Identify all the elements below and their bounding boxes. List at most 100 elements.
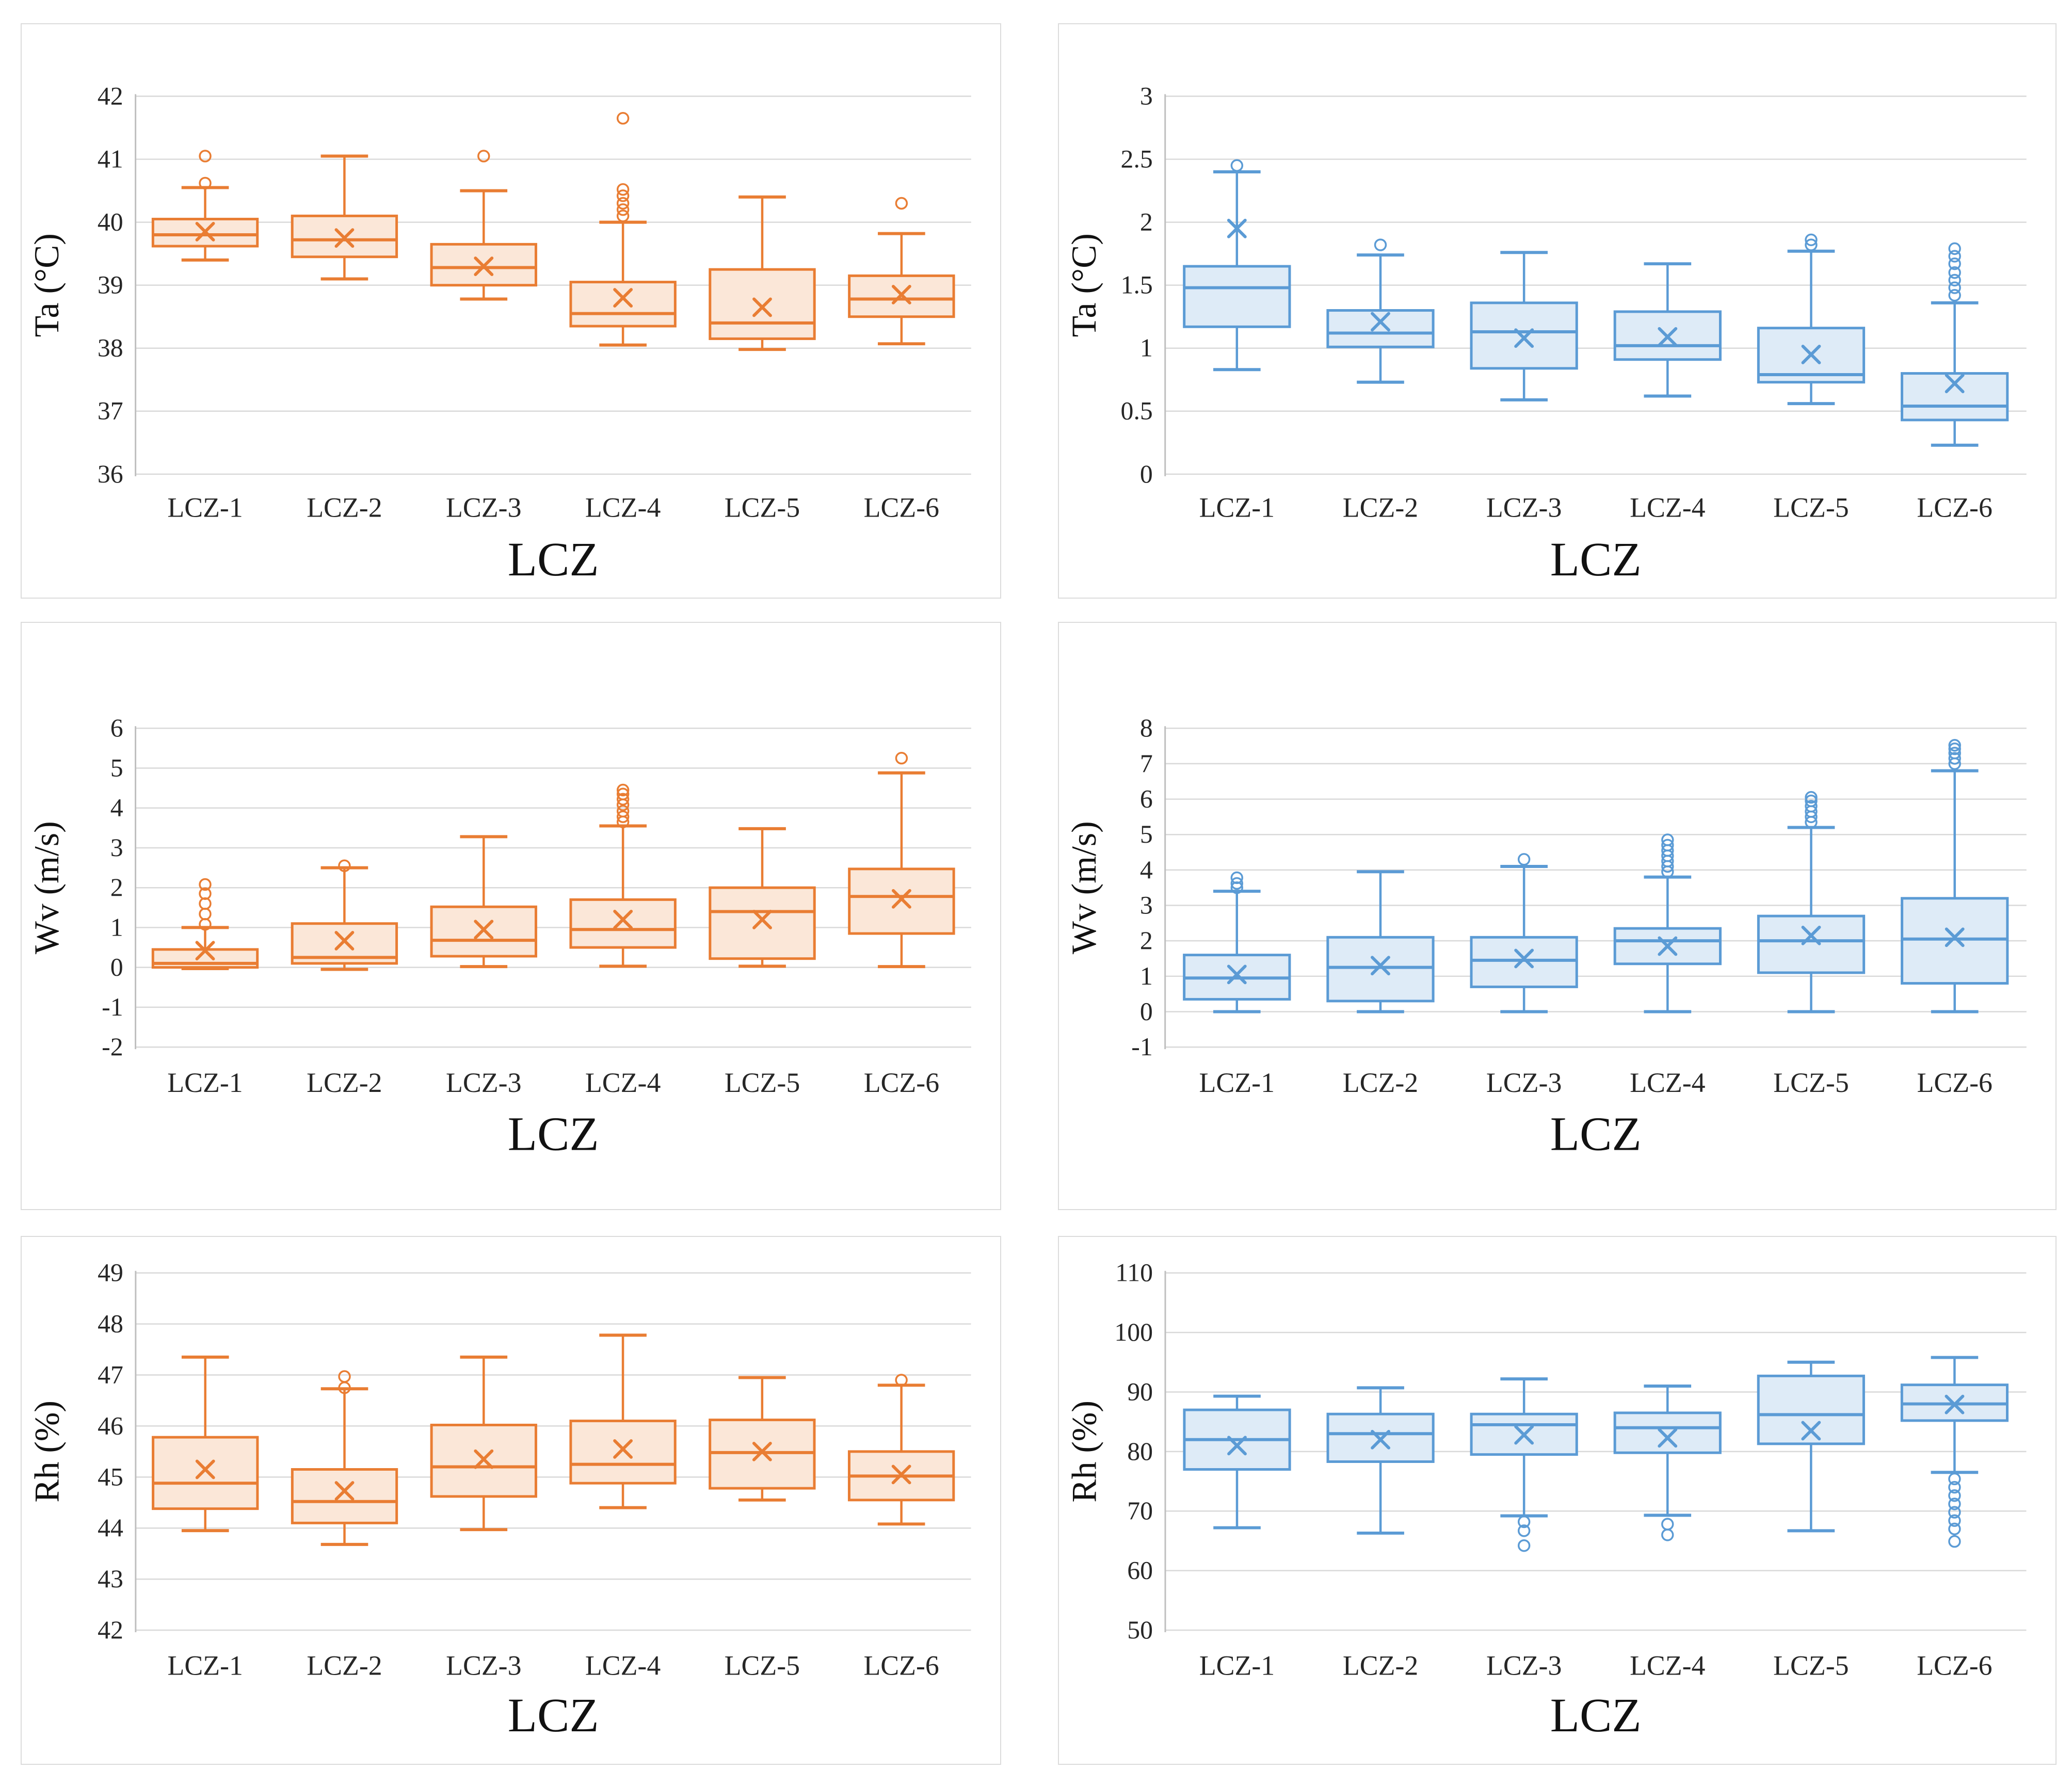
svg-text:7: 7 xyxy=(1140,749,1153,778)
svg-text:LCZ-6: LCZ-6 xyxy=(863,1650,939,1681)
svg-text:LCZ-2: LCZ-2 xyxy=(307,1067,382,1098)
svg-text:1.5: 1.5 xyxy=(1121,271,1153,299)
svg-text:50: 50 xyxy=(1127,1616,1153,1644)
svg-text:LCZ-4: LCZ-4 xyxy=(1630,492,1706,523)
svg-text:4: 4 xyxy=(1140,856,1153,884)
svg-text:LCZ-4: LCZ-4 xyxy=(585,1067,661,1098)
svg-text:LCZ: LCZ xyxy=(1550,1107,1642,1161)
svg-text:LCZ-4: LCZ-4 xyxy=(1630,1650,1705,1681)
svg-text:LCZ-1: LCZ-1 xyxy=(1199,1650,1275,1681)
svg-text:Ta (°C): Ta (°C) xyxy=(27,233,66,337)
svg-text:LCZ-6: LCZ-6 xyxy=(1917,492,1992,523)
svg-text:LCZ-6: LCZ-6 xyxy=(1917,1650,1992,1681)
svg-text:Ta (°C): Ta (°C) xyxy=(1065,233,1103,337)
svg-text:37: 37 xyxy=(98,397,123,425)
svg-text:6: 6 xyxy=(110,714,123,742)
svg-text:LCZ: LCZ xyxy=(1550,1689,1642,1742)
chart-wv-blue: -1 0 1 2 3 4 5 6 7 8 LCZ-1 LCZ-2 LCZ-3 LCZ-4 LCZ-5 LCZ-… xyxy=(1058,622,2057,1210)
svg-text:LCZ-1: LCZ-1 xyxy=(167,1067,243,1098)
svg-text:3: 3 xyxy=(110,833,123,862)
svg-text:80: 80 xyxy=(1127,1437,1153,1466)
svg-text:42: 42 xyxy=(98,82,123,110)
svg-text:LCZ-6: LCZ-6 xyxy=(864,492,939,523)
boxplot-svg-rh-orange: 42 43 44 45 46 47 48 49 LCZ-1 LCZ-2 LCZ-3 LCZ-4 LCZ-… xyxy=(27,1259,971,1742)
svg-text:110: 110 xyxy=(1115,1259,1153,1287)
svg-text:LCZ-2: LCZ-2 xyxy=(1343,492,1418,523)
svg-text:LCZ-5: LCZ-5 xyxy=(725,1650,800,1681)
svg-text:LCZ-3: LCZ-3 xyxy=(1486,492,1562,523)
svg-text:48: 48 xyxy=(98,1310,123,1338)
svg-text:LCZ-3: LCZ-3 xyxy=(1486,1067,1562,1098)
svg-text:LCZ-3: LCZ-3 xyxy=(446,1650,521,1681)
svg-text:LCZ-6: LCZ-6 xyxy=(1917,1067,1992,1098)
svg-text:4: 4 xyxy=(110,794,123,822)
svg-text:38: 38 xyxy=(98,334,123,362)
svg-text:5: 5 xyxy=(110,753,123,782)
chart-ta-blue: 0 0.5 1 1.5 2 2.5 3 LCZ-1 LCZ-2 LCZ-3 LCZ-4 LCZ-5 LC… xyxy=(1058,23,2057,599)
svg-text:1: 1 xyxy=(1140,962,1153,990)
svg-text:1: 1 xyxy=(110,913,123,941)
svg-text:60: 60 xyxy=(1127,1556,1153,1585)
svg-text:LCZ-1: LCZ-1 xyxy=(167,492,243,523)
svg-text:Rh (%): Rh (%) xyxy=(27,1401,66,1502)
svg-text:6: 6 xyxy=(1140,785,1153,813)
svg-text:0.5: 0.5 xyxy=(1121,397,1153,425)
svg-text:LCZ-5: LCZ-5 xyxy=(725,1067,800,1098)
svg-text:-1: -1 xyxy=(102,993,123,1021)
svg-text:LCZ-5: LCZ-5 xyxy=(1773,1067,1849,1098)
svg-text:LCZ-4: LCZ-4 xyxy=(585,1650,661,1681)
svg-text:36: 36 xyxy=(98,460,123,488)
svg-text:LCZ-3: LCZ-3 xyxy=(1486,1650,1562,1681)
svg-text:LCZ-2: LCZ-2 xyxy=(307,1650,382,1681)
svg-text:46: 46 xyxy=(98,1411,123,1440)
svg-text:49: 49 xyxy=(98,1259,123,1287)
svg-text:1: 1 xyxy=(1140,334,1153,362)
svg-text:47: 47 xyxy=(98,1360,123,1389)
svg-text:LCZ: LCZ xyxy=(508,533,599,586)
svg-text:41: 41 xyxy=(98,145,123,173)
boxplot-svg-ta-blue: 0 0.5 1 1.5 2 2.5 3 LCZ-1 LCZ-2 LCZ-3 LCZ-4 LCZ-5 LC… xyxy=(1065,82,2027,586)
svg-text:Rh (%): Rh (%) xyxy=(1065,1401,1104,1502)
svg-text:0: 0 xyxy=(1140,460,1153,488)
svg-text:39: 39 xyxy=(98,271,123,299)
svg-text:LCZ-4: LCZ-4 xyxy=(1630,1067,1706,1098)
svg-text:LCZ: LCZ xyxy=(508,1689,599,1742)
svg-text:2.5: 2.5 xyxy=(1121,145,1153,173)
svg-text:43: 43 xyxy=(98,1565,123,1593)
svg-text:45: 45 xyxy=(98,1462,123,1491)
boxplot-svg-wv-orange: -2 -1 0 1 2 3 4 5 6 LCZ-1 LCZ-2 LCZ-3 LCZ-4 LCZ-5 LCZ-… xyxy=(27,714,971,1161)
svg-text:42: 42 xyxy=(98,1616,123,1644)
chart-rh-blue: 50 60 70 80 90 100 110 LCZ-1 LCZ-2 LCZ-3 LCZ-4 LCZ-… xyxy=(1058,1236,2057,1765)
svg-text:3: 3 xyxy=(1140,891,1153,919)
svg-text:2: 2 xyxy=(1140,926,1153,955)
svg-text:0: 0 xyxy=(1140,997,1153,1025)
svg-text:LCZ-5: LCZ-5 xyxy=(1773,492,1849,523)
svg-text:40: 40 xyxy=(98,208,123,236)
svg-text:5: 5 xyxy=(1140,820,1153,848)
svg-text:-1: -1 xyxy=(1131,1033,1153,1061)
boxplot-svg-wv-blue: -1 0 1 2 3 4 5 6 7 8 LCZ-1 LCZ-2 LCZ-3 LCZ-4 LCZ-5 LCZ-… xyxy=(1065,714,2027,1161)
chart-wv-orange: -2 -1 0 1 2 3 4 5 6 LCZ-1 LCZ-2 LCZ-3 LCZ-4 LCZ-5 LCZ-… xyxy=(21,622,1001,1210)
svg-text:-2: -2 xyxy=(102,1033,123,1061)
svg-text:LCZ-2: LCZ-2 xyxy=(307,492,382,523)
svg-text:LCZ-3: LCZ-3 xyxy=(446,1067,521,1098)
svg-text:70: 70 xyxy=(1127,1497,1153,1525)
svg-text:2: 2 xyxy=(1140,208,1153,236)
svg-text:Wv (m/s): Wv (m/s) xyxy=(27,821,66,954)
chart-rh-orange: 42 43 44 45 46 47 48 49 LCZ-1 LCZ-2 LCZ-3 LCZ-4 LCZ-… xyxy=(21,1236,1001,1765)
boxplot-svg-ta-orange: 36 37 38 39 40 41 42 LCZ-1 LCZ-2 LCZ-3 LCZ-4 LCZ-5 L… xyxy=(27,82,971,586)
svg-text:100: 100 xyxy=(1114,1318,1153,1346)
svg-text:LCZ-5: LCZ-5 xyxy=(1773,1650,1849,1681)
svg-text:LCZ-6: LCZ-6 xyxy=(864,1067,939,1098)
svg-text:8: 8 xyxy=(1140,714,1153,742)
svg-text:3: 3 xyxy=(1140,82,1153,110)
boxplot-svg-rh-blue: 50 60 70 80 90 100 110 LCZ-1 LCZ-2 LCZ-3 LCZ-4 LCZ-… xyxy=(1065,1259,2027,1742)
svg-text:LCZ-1: LCZ-1 xyxy=(168,1650,243,1681)
svg-text:LCZ-5: LCZ-5 xyxy=(725,492,800,523)
svg-text:LCZ-3: LCZ-3 xyxy=(446,492,521,523)
svg-text:2: 2 xyxy=(110,873,123,902)
svg-text:0: 0 xyxy=(110,953,123,981)
svg-text:LCZ-1: LCZ-1 xyxy=(1199,492,1275,523)
svg-text:Wv (m/s): Wv (m/s) xyxy=(1065,821,1103,954)
